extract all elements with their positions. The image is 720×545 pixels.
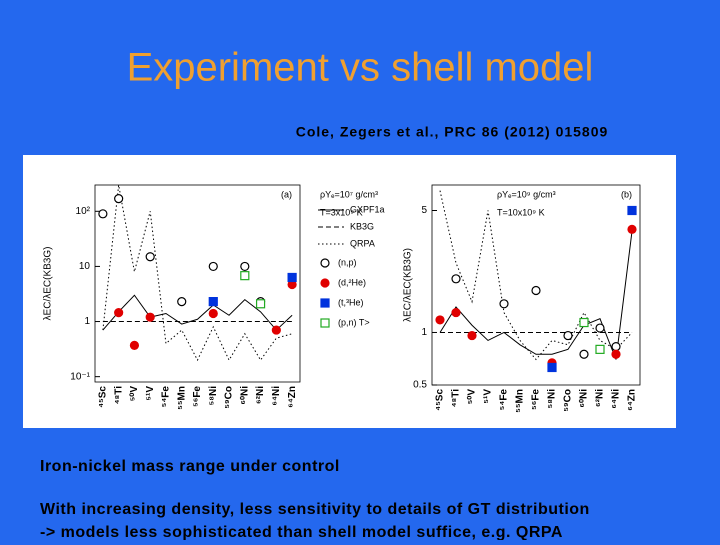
x-tick-label: ⁵⁹Co: [224, 386, 235, 409]
plot-frame: [431, 184, 641, 386]
citation: Cole, Zegers et al., PRC 86 (2012) 01580…: [296, 124, 609, 140]
note: Iron-nickel mass range under control: [40, 458, 340, 475]
annotation: ρYₑ=10⁹ g/cm³: [497, 189, 556, 199]
data-point: [451, 274, 461, 284]
data-point: [208, 297, 218, 307]
x-tick-label: ⁵⁰V: [129, 386, 140, 402]
y-tick-label: 10⁻¹: [70, 371, 90, 382]
x-tick-label: ⁴⁸Ti: [113, 386, 124, 405]
x-tick-label: ⁶⁰Ni: [239, 386, 250, 405]
legend-marker: [320, 298, 330, 308]
data-point: [240, 271, 250, 281]
x-tick-label: ⁵⁵Mn: [515, 389, 526, 413]
x-tick-label: ⁶²Ni: [255, 386, 266, 404]
x-tick-label: ⁶⁴Zn: [627, 389, 638, 411]
y-axis-label: λEC/λEC(KB3G): [43, 247, 54, 321]
data-point: [531, 285, 541, 296]
legend-label: (d,²He): [338, 277, 366, 287]
data-point: [611, 349, 621, 359]
x-tick-label: ⁵⁰V: [467, 389, 478, 405]
data-point: [255, 299, 266, 309]
legend-label: (t,³He): [338, 297, 364, 307]
data-point: [271, 325, 281, 335]
data-point: [579, 317, 589, 328]
x-tick-label: ⁶⁴Ni: [271, 386, 282, 406]
x-tick-label: ⁴⁸Ti: [451, 389, 462, 408]
x-tick-label: ⁴⁵Sc: [98, 386, 109, 408]
data-point: [145, 312, 155, 322]
series-line: [102, 294, 293, 331]
x-tick-label: ⁵¹V: [483, 389, 494, 404]
y-tick-label: 0.5: [413, 380, 427, 391]
data-point: [98, 209, 108, 219]
panel-label: (b): [621, 189, 632, 199]
x-tick-label: ⁵⁹Co: [563, 389, 574, 412]
y-tick-label: 10: [79, 261, 91, 272]
data-point: [114, 193, 124, 204]
x-tick-label: ⁵⁶Fe: [531, 389, 542, 410]
x-tick-label: ⁵⁶Fe: [192, 386, 203, 407]
y-tick-label: 5: [421, 205, 427, 216]
legend-marker: [320, 318, 330, 328]
slide-title: Experiment vs shell model: [127, 46, 594, 90]
data-point: [595, 344, 605, 354]
legend-label: (p,n) T>: [338, 317, 370, 327]
data-point: [287, 272, 297, 283]
panel-label: (a): [281, 189, 292, 199]
data-point: [627, 224, 637, 234]
data-point: [208, 308, 218, 319]
x-tick-label: ⁶⁴Zn: [287, 386, 298, 408]
data-point: [627, 205, 637, 216]
series-line: [439, 190, 633, 361]
data-point: [611, 341, 621, 352]
series-line: [102, 184, 293, 362]
series-line: [439, 231, 633, 360]
annotation: ρYₑ=10⁷ g/cm³: [320, 189, 378, 199]
data-point: [435, 315, 445, 325]
data-point: [547, 362, 557, 373]
x-tick-label: ⁵⁸Ni: [208, 386, 219, 406]
plot-frame: [94, 184, 301, 383]
legend-label: QRPA: [350, 238, 375, 248]
data-point: [563, 330, 573, 341]
x-tick-label: ⁶⁴Ni: [611, 389, 622, 409]
data-point: [208, 261, 218, 272]
data-point: [177, 297, 187, 307]
figure-box: [23, 155, 676, 428]
data-point: [129, 340, 140, 350]
data-point: [145, 252, 155, 262]
x-tick-label: ⁴⁵Sc: [435, 389, 446, 411]
x-tick-label: ⁵⁵Mn: [176, 386, 187, 410]
note: -> models less sophisticated than shell …: [40, 524, 563, 540]
note: With increasing density, less sensitivit…: [40, 501, 590, 518]
data-point: [595, 323, 605, 333]
x-tick-label: ⁶⁰Ni: [579, 389, 590, 408]
x-tick-label: ⁵⁸Ni: [547, 389, 558, 409]
data-point: [579, 349, 589, 359]
annotation: T=3x10⁹ K: [320, 207, 363, 217]
y-axis-label: λEC/λEC(KB3G): [403, 248, 414, 322]
x-tick-label: ⁵⁴Fe: [499, 389, 510, 411]
data-point: [451, 307, 461, 318]
legend-label: (n,p): [338, 257, 357, 267]
data-point: [467, 330, 477, 341]
data-point: [114, 308, 124, 318]
x-tick-label: ⁶²Ni: [595, 389, 606, 407]
legend-label: GXPF1a: [350, 204, 385, 214]
data-point: [240, 261, 250, 272]
y-tick-label: 10²: [76, 206, 91, 217]
legend-label: KB3G: [350, 221, 374, 231]
legend-marker: [320, 258, 330, 268]
annotation: T=10x10⁹ K: [497, 207, 545, 217]
y-tick-label: 1: [84, 316, 90, 327]
data-point: [499, 299, 509, 309]
x-tick-label: ⁵¹V: [145, 386, 156, 401]
y-tick-label: 1: [421, 327, 427, 338]
legend-marker: [320, 278, 330, 288]
x-tick-label: ⁵⁴Fe: [161, 386, 172, 408]
